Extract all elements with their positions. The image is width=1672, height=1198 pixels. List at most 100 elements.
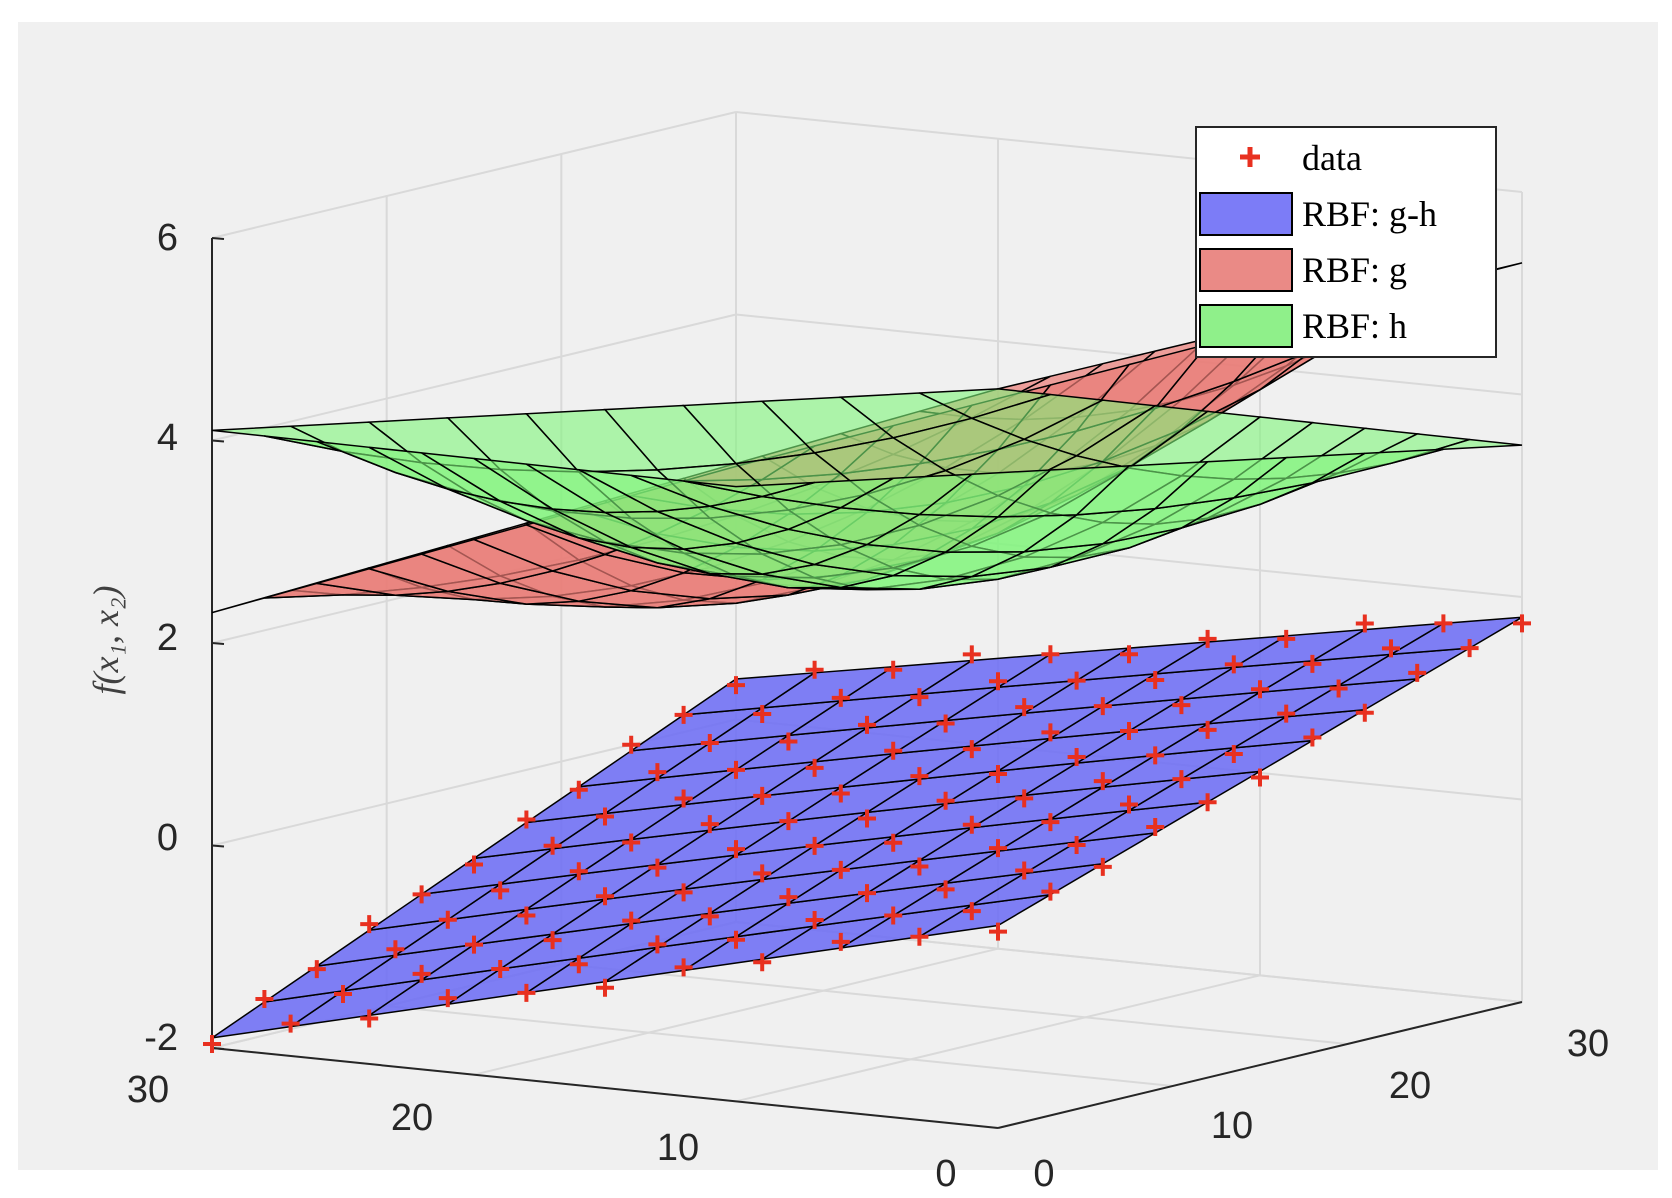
data-point [1460, 639, 1479, 658]
x1-tick-labels: 30 20 10 0 [127, 1069, 957, 1195]
surfaces [211, 262, 1523, 1039]
data-point [1067, 671, 1086, 690]
data-point [517, 983, 536, 1002]
data-point [700, 815, 719, 834]
data-point [674, 705, 693, 724]
data-point [1041, 882, 1060, 901]
data-point [1015, 861, 1034, 880]
data-point [255, 989, 274, 1008]
legend-entry-h: RBF: h [1199, 304, 1407, 348]
z-tick-mark [211, 439, 225, 443]
data-point [779, 732, 798, 751]
data-point [884, 906, 903, 925]
data-point [910, 927, 929, 946]
data-point [831, 860, 850, 879]
data-point [936, 714, 955, 733]
x2-tick-label-30: 30 [1567, 1023, 1609, 1065]
x2-tick-label-20: 20 [1389, 1065, 1431, 1107]
data-point [569, 862, 588, 881]
data-point [962, 902, 981, 921]
data-point [910, 688, 929, 707]
data-point [936, 880, 955, 899]
data-point [438, 910, 457, 929]
data-point [1172, 696, 1191, 715]
data-point [307, 960, 326, 979]
surface-rbfgh [211, 616, 1523, 1039]
data-point [1093, 697, 1112, 716]
legend: data RBF: g-h RBF: g RBF: h [1195, 126, 1497, 358]
data-point [989, 839, 1007, 858]
surface-rbfh [211, 388, 1523, 591]
legend-label-g: RBF: g [1302, 250, 1407, 290]
data-point [1067, 748, 1086, 767]
legend-entry-g: RBF: g [1199, 248, 1407, 292]
z-axis-label: f(x₁, x₂) [86, 586, 126, 695]
floor-grid-line [735, 974, 1261, 1103]
data-point [753, 786, 772, 805]
floor-grid-line [473, 947, 999, 1076]
z-tick-label-2: 2 [157, 617, 178, 659]
data-point [622, 833, 641, 852]
floor-grid-line [561, 963, 1348, 1045]
data-point [281, 1014, 300, 1033]
z-tick-mark [211, 844, 225, 848]
data-point [622, 911, 641, 930]
data-point [1172, 770, 1191, 789]
data-point [727, 840, 745, 859]
data-point [884, 833, 903, 852]
data-point [1224, 744, 1243, 763]
data-point [1120, 795, 1138, 814]
data-point [753, 953, 772, 972]
data-point [700, 907, 719, 926]
data-point [1303, 728, 1322, 747]
x2-tick-labels: 0 10 20 30 [1033, 1023, 1609, 1195]
data-point [1251, 768, 1269, 787]
data-point [831, 784, 850, 803]
data-point [1251, 680, 1269, 699]
data-point [465, 935, 483, 954]
data-point [360, 1009, 379, 1028]
data-point [910, 857, 929, 876]
data-point [831, 932, 850, 951]
data-point [674, 883, 693, 902]
grid-line-z [211, 313, 737, 442]
data-point [962, 740, 981, 759]
data-point [779, 888, 798, 907]
z-tick-label-6: 6 [157, 217, 178, 259]
data-point [412, 885, 431, 904]
data-point [203, 1034, 221, 1053]
grid-line-z [211, 111, 737, 239]
data-point [727, 930, 745, 949]
data-point [700, 734, 719, 753]
data-point [1303, 654, 1322, 673]
data-points [203, 614, 1531, 1053]
grid-line-z [735, 313, 1523, 396]
legend-entry-gh: RBF: g-h [1199, 192, 1437, 236]
data-point [648, 858, 667, 877]
data-point [386, 940, 405, 959]
data-point [962, 645, 981, 664]
data-point [1434, 614, 1453, 633]
data-point [596, 887, 614, 906]
data-point [517, 810, 536, 829]
legend-entry-data: data [1240, 138, 1362, 178]
data-point [1093, 772, 1112, 791]
data-point [727, 676, 745, 695]
data-point [727, 760, 745, 779]
x1-tick-label-30: 30 [127, 1069, 169, 1111]
data-point [1146, 817, 1165, 836]
data-point [1355, 703, 1374, 722]
data-point [989, 672, 1007, 691]
data-point [517, 906, 536, 925]
data-point [569, 780, 588, 799]
data-point [438, 989, 457, 1008]
legend-marker-data [1240, 147, 1260, 167]
data-point [648, 763, 667, 782]
z-tick-label-0: 0 [157, 817, 178, 859]
legend-label-h: RBF: h [1302, 306, 1407, 346]
data-point [1513, 614, 1531, 633]
data-point [753, 864, 772, 883]
data-point [1382, 639, 1400, 658]
data-point [831, 688, 850, 707]
z-tick-mark [211, 642, 225, 645]
